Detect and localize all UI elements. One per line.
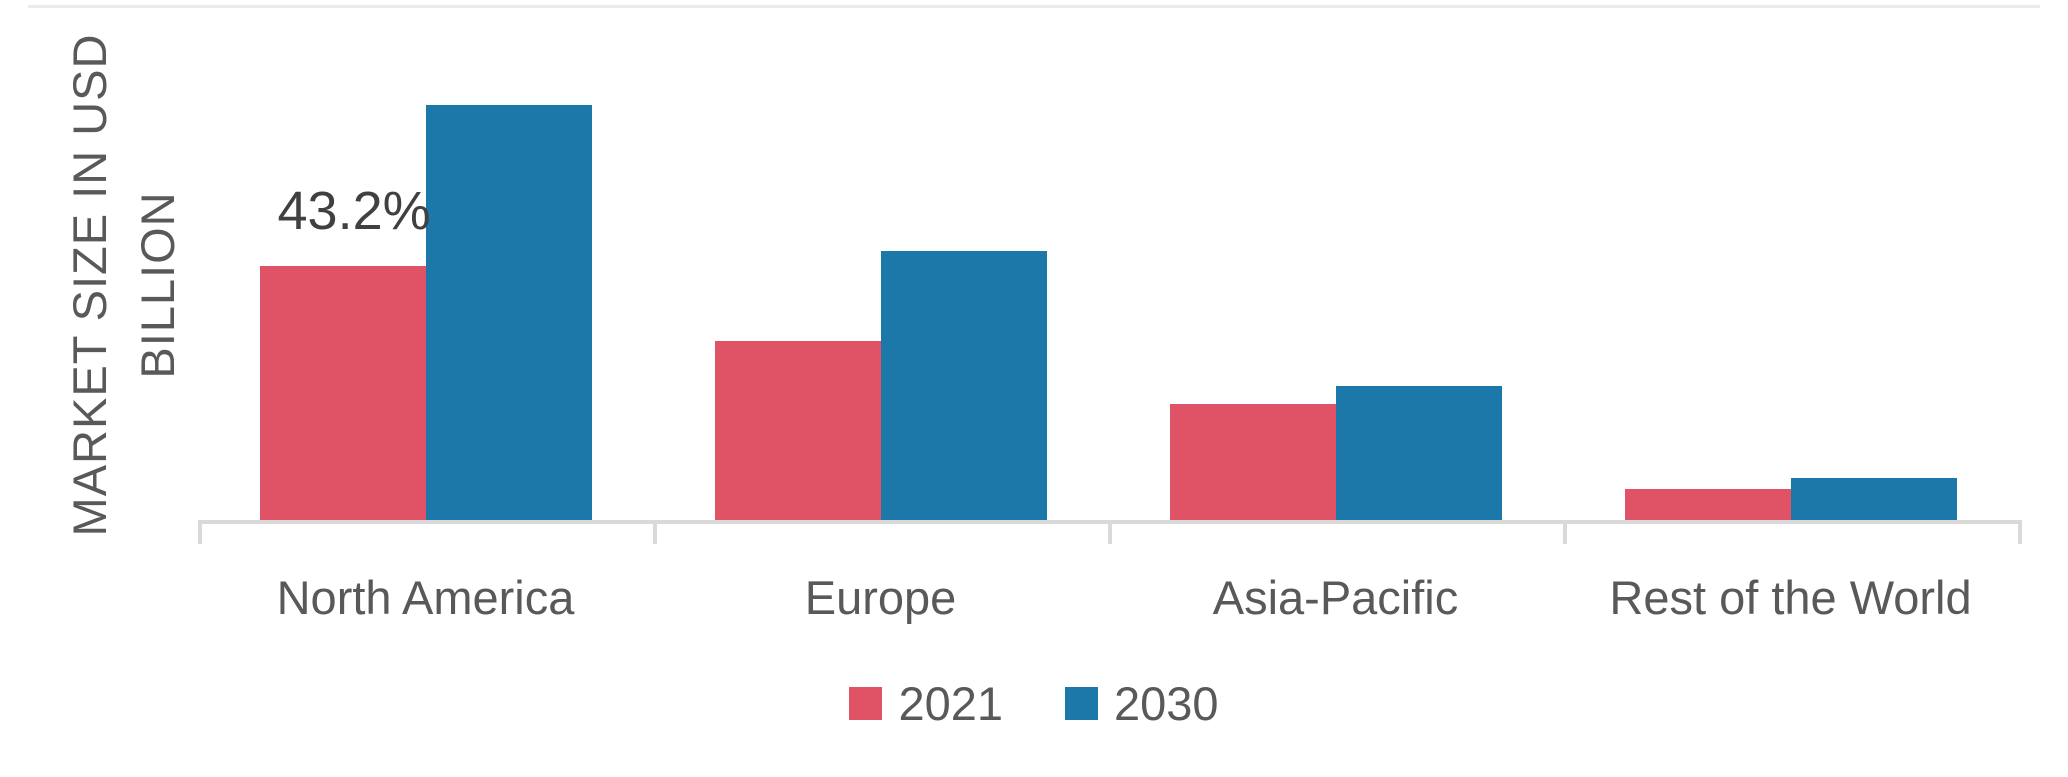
legend-label-2030: 2030 [1114,677,1219,730]
bar-2030-asia-pacific [1335,386,1502,524]
legend-swatch-2021 [849,687,883,720]
y-axis-title-line2: BILLION [131,191,184,379]
x-axis-label-rest-of-the-world: Rest of the World [1609,571,1972,624]
bar-2021-europe [714,341,881,524]
legend: 2021 2030 [0,676,2068,731]
x-axis-tick [2018,522,2022,544]
x-axis-label-asia-pacific: Asia-Pacific [1212,571,1459,624]
x-axis-tick [198,522,202,544]
top-border-line [28,5,2040,8]
x-axis-label-europe: Europe [804,571,957,624]
x-axis-label-north-america: North America [276,571,575,624]
x-axis-tick [1108,522,1112,544]
legend-item-2021: 2021 [849,676,1003,731]
legend-swatch-2030 [1065,687,1098,720]
bar-2030-rest-of-the-world [1790,478,1957,524]
legend-item-2030: 2030 [1065,676,1219,731]
y-axis-title: MARKET SIZE IN USD BILLION [56,34,192,537]
bar-2030-europe [880,251,1047,524]
data-label-north-america-2021: 43.2% [277,181,431,241]
y-axis-title-line1: MARKET SIZE IN USD [63,33,116,537]
bar-2021-rest-of-the-world [1624,489,1791,524]
x-axis-tick [1563,522,1567,544]
bar-2030-north-america [425,105,592,524]
x-axis-tick [653,522,657,544]
legend-label-2021: 2021 [898,677,1003,730]
bar-2021-asia-pacific [1169,404,1336,524]
bar-2021-north-america [259,266,426,524]
